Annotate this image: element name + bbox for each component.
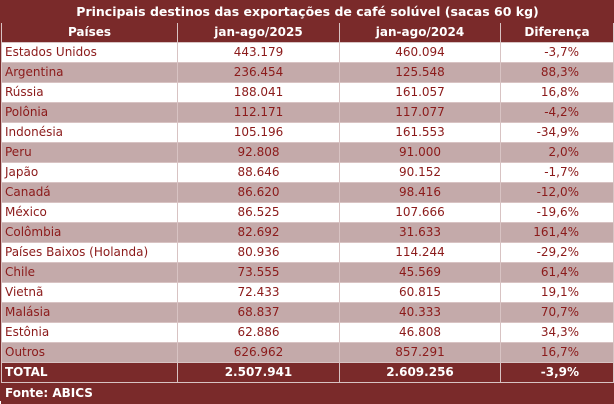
difference-cell: -4,2% <box>499 102 614 123</box>
value-2025-cell: 62.886 <box>177 322 340 343</box>
total-2025: 2.507.941 <box>177 362 340 383</box>
difference-cell: 2,0% <box>499 142 614 163</box>
difference-cell: -34,9% <box>499 122 614 143</box>
value-2024-cell: 31.633 <box>339 222 501 243</box>
difference-cell: -19,6% <box>499 202 614 223</box>
country-cell: Estônia <box>1 322 178 343</box>
table-row: Polônia 112.171 117.077 -4,2% <box>1 102 614 123</box>
header-2024: jan-ago/2024 <box>339 22 501 43</box>
country-cell: Estados Unidos <box>1 42 178 63</box>
value-2024-cell: 460.094 <box>339 42 501 63</box>
header-2025: jan-ago/2025 <box>177 22 340 43</box>
country-cell: Vietnã <box>1 282 178 303</box>
value-2025-cell: 73.555 <box>177 262 340 283</box>
table-title: Principais destinos das exportações de c… <box>0 1 614 23</box>
value-2025-cell: 88.646 <box>177 162 340 183</box>
difference-cell: 88,3% <box>499 62 614 83</box>
table-row: Chile 73.555 45.569 61,4% <box>1 262 614 283</box>
difference-cell: 19,1% <box>499 282 614 303</box>
value-2025-cell: 236.454 <box>177 62 340 83</box>
value-2025-cell: 112.171 <box>177 102 340 123</box>
country-cell: Países Baixos (Holanda) <box>1 242 178 263</box>
value-2024-cell: 117.077 <box>339 102 501 123</box>
header-countries: Países <box>1 22 178 43</box>
source-row: Fonte: ABICS <box>0 382 614 404</box>
value-2024-cell: 90.152 <box>339 162 501 183</box>
difference-cell: -29,2% <box>499 242 614 263</box>
total-2024: 2.609.256 <box>339 362 501 383</box>
difference-cell: 16,8% <box>499 82 614 103</box>
difference-cell: -12,0% <box>499 182 614 203</box>
country-cell: Canadá <box>1 182 178 203</box>
value-2025-cell: 80.936 <box>177 242 340 263</box>
value-2024-cell: 98.416 <box>339 182 501 203</box>
difference-cell: -3,7% <box>499 42 614 63</box>
value-2025-cell: 188.041 <box>177 82 340 103</box>
header-difference: Diferença <box>499 22 614 43</box>
value-2024-cell: 40.333 <box>339 302 501 323</box>
total-difference: -3,9% <box>499 362 614 383</box>
country-cell: Chile <box>1 262 178 283</box>
value-2025-cell: 626.962 <box>177 342 340 363</box>
difference-cell: 16,7% <box>499 342 614 363</box>
table-row: Rússia 188.041 161.057 16,8% <box>1 82 614 103</box>
difference-cell: -1,7% <box>499 162 614 183</box>
value-2025-cell: 443.179 <box>177 42 340 63</box>
country-cell: Polônia <box>1 102 178 123</box>
value-2025-cell: 86.525 <box>177 202 340 223</box>
country-cell: Colômbia <box>1 222 178 243</box>
table-row: Colômbia 82.692 31.633 161,4% <box>1 222 614 243</box>
table-row: Indonésia 105.196 161.553 -34,9% <box>1 122 614 143</box>
total-label: TOTAL <box>1 362 178 383</box>
table-row: Outros 626.962 857.291 16,7% <box>1 342 614 363</box>
value-2024-cell: 857.291 <box>339 342 501 363</box>
country-cell: Malásia <box>1 302 178 323</box>
country-cell: México <box>1 202 178 223</box>
country-cell: Outros <box>1 342 178 363</box>
difference-cell: 161,4% <box>499 222 614 243</box>
value-2025-cell: 72.433 <box>177 282 340 303</box>
value-2024-cell: 114.244 <box>339 242 501 263</box>
value-2024-cell: 161.057 <box>339 82 501 103</box>
country-cell: Rússia <box>1 82 178 103</box>
value-2024-cell: 45.569 <box>339 262 501 283</box>
column-header-row: Países jan-ago/2025 jan-ago/2024 Diferen… <box>1 22 614 43</box>
table-row: Canadá 86.620 98.416 -12,0% <box>1 182 614 203</box>
value-2025-cell: 82.692 <box>177 222 340 243</box>
value-2024-cell: 107.666 <box>339 202 501 223</box>
value-2024-cell: 60.815 <box>339 282 501 303</box>
table-row: Malásia 68.837 40.333 70,7% <box>1 302 614 323</box>
table-row: Países Baixos (Holanda) 80.936 114.244 -29,… <box>1 242 614 263</box>
total-row: TOTAL 2.507.941 2.609.256 -3,9% <box>1 362 614 383</box>
difference-cell: 34,3% <box>499 322 614 343</box>
table-row: Estônia 62.886 46.808 34,3% <box>1 322 614 343</box>
value-2025-cell: 92.808 <box>177 142 340 163</box>
country-cell: Argentina <box>1 62 178 83</box>
table-row: Estados Unidos 443.179 460.094 -3,7% <box>1 42 614 63</box>
value-2024-cell: 46.808 <box>339 322 501 343</box>
value-2025-cell: 86.620 <box>177 182 340 203</box>
table-title-row: Principais destinos das exportações de c… <box>0 1 614 23</box>
value-2024-cell: 91.000 <box>339 142 501 163</box>
table-row: Argentina 236.454 125.548 88,3% <box>1 62 614 83</box>
table-row: Vietnã 72.433 60.815 19,1% <box>1 282 614 303</box>
country-cell: Indonésia <box>1 122 178 143</box>
value-2024-cell: 125.548 <box>339 62 501 83</box>
value-2025-cell: 105.196 <box>177 122 340 143</box>
difference-cell: 61,4% <box>499 262 614 283</box>
country-cell: Peru <box>1 142 178 163</box>
source-note: Fonte: ABICS <box>0 382 614 404</box>
table-row: México 86.525 107.666 -19,6% <box>1 202 614 223</box>
difference-cell: 70,7% <box>499 302 614 323</box>
table-row: Japão 88.646 90.152 -1,7% <box>1 162 614 183</box>
value-2024-cell: 161.553 <box>339 122 501 143</box>
value-2025-cell: 68.837 <box>177 302 340 323</box>
country-cell: Japão <box>1 162 178 183</box>
table-row: Peru 92.808 91.000 2,0% <box>1 142 614 163</box>
